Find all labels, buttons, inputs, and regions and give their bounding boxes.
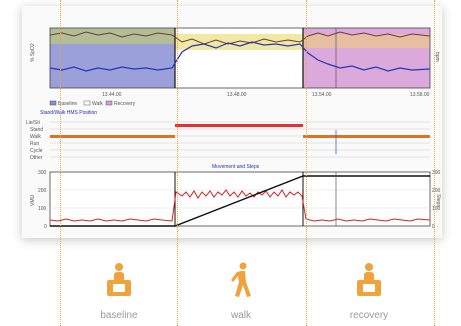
legend-baseline: Baseline [58,101,77,107]
time-label-4: 13.58.00 [410,92,430,98]
phase-divider-3 [306,0,307,326]
left-tick-4: 0 [44,224,47,230]
section-title: Stand/Walk HMS Position [40,110,97,116]
posture-row-2: Stand [30,127,43,133]
sitting-person-icon [107,263,131,296]
left-tick-1: 300 [38,170,47,176]
time-label-1: 13.44.00 [102,92,122,98]
right-axis-label: bpm [434,52,440,62]
phase-divider-4 [434,0,435,326]
walk-region-top [175,34,303,50]
posture-sit-baseline [50,135,175,138]
recovery-region-top [303,34,430,48]
legend-walk: Walk [92,101,103,107]
time-label-2: 13.48.00 [227,92,247,98]
left-tick-2: 200 [38,188,47,194]
top-chart-frame [49,27,431,89]
sitting-person-icon [357,263,381,296]
steps-axis-label: Steps [435,194,441,207]
posture-row-1: Lie/Sit [26,120,41,126]
vmu-line [49,189,431,222]
time-label-3: 13.54.00 [312,92,332,98]
posture-row-3: Walk [30,134,41,140]
right-tick-1: 300 [432,170,441,176]
phase-label-walk: walk [230,310,251,321]
baseline-region-top [50,28,175,44]
movement-steps-chart: Movement and Steps VMU Steps 300 200 100… [30,164,441,230]
vmu-axis-label: VMU [30,195,36,207]
left-tick-3: 100 [38,206,47,212]
legend-recovery: Recovery [114,101,136,107]
right-tick-3: 100 [432,206,441,212]
spo2-line [49,31,431,45]
posture-row-5: Cycle [30,148,43,154]
steps-line [50,175,430,227]
phase-label-baseline: baseline [100,310,138,321]
phase-divider-1 [60,0,61,326]
phase-divider-2 [177,0,178,326]
phase-label-recovery: recovery [349,310,389,321]
legend: Baseline Walk Recovery Stand/Walk HMS Po… [40,100,136,116]
data-report-card: % SpO2 bpm 13.44.00 13.48.00 13.54.00 13… [22,6,442,238]
left-axis-label: % SpO2 [30,43,36,62]
posture-walk [175,124,303,127]
right-tick-4: 0 [432,224,435,230]
spo2-hr-chart: % SpO2 bpm 13.44.00 13.48.00 13.54.00 13… [30,27,440,98]
posture-row-6: Other [30,155,43,161]
right-tick-2: 200 [432,188,441,194]
report-charts: % SpO2 bpm 13.44.00 13.48.00 13.54.00 13… [26,27,441,230]
posture-row-4: Run [30,141,39,147]
movement-chart-frame [49,171,431,227]
heart-rate-line [49,41,431,72]
movement-title: Movement and Steps [212,164,260,170]
walking-person-icon [231,262,251,297]
posture-chart: Lie/Sit Stand Walk Run Cycle Other [26,120,430,161]
posture-sit-recovery [303,135,430,138]
